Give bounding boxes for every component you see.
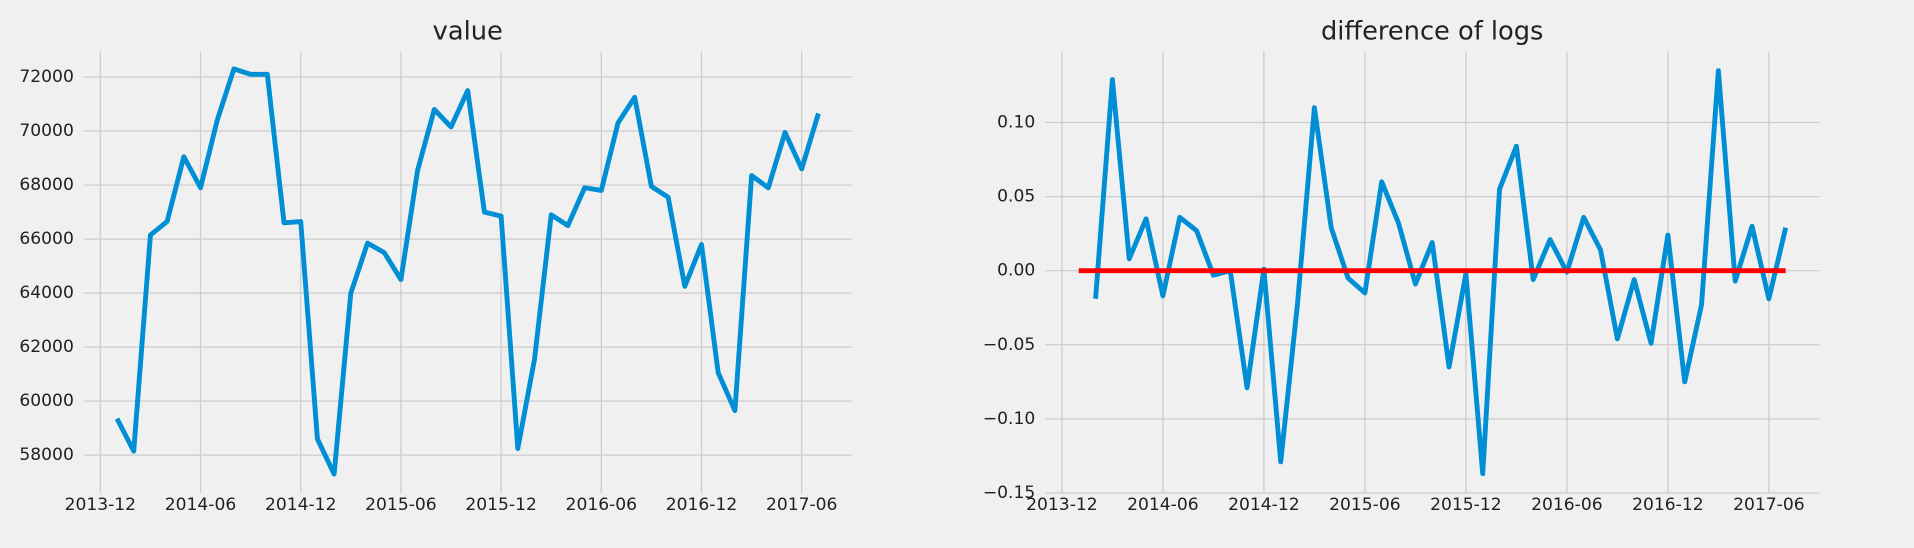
x-tick-label: 2013-12 xyxy=(65,495,137,515)
x-tick-label: 2015-12 xyxy=(465,495,537,515)
y-tick-label: 68000 xyxy=(19,175,73,195)
x-tick-label: 2014-06 xyxy=(1127,495,1199,515)
chart-title: difference of logs xyxy=(1321,16,1543,46)
y-tick-label: 70000 xyxy=(19,121,73,141)
y-tick-label: 0.00 xyxy=(997,261,1035,281)
y-tick-label: −0.05 xyxy=(983,335,1035,355)
x-tick-label: 2016-06 xyxy=(1531,495,1603,515)
x-tick-label: 2013-12 xyxy=(1026,495,1098,515)
x-tick-label: 2014-12 xyxy=(1228,495,1300,515)
data-line xyxy=(114,66,821,477)
x-tick-label: 2016-12 xyxy=(1632,495,1704,515)
y-tick-label: 0.10 xyxy=(997,113,1035,133)
y-tick-label: −0.15 xyxy=(983,483,1035,503)
y-tick-label: 62000 xyxy=(19,337,73,357)
y-tick-label: −0.10 xyxy=(983,409,1035,429)
x-tick-label: 2017-06 xyxy=(1733,495,1805,515)
x-tick-label: 2014-06 xyxy=(165,495,237,515)
y-tick-label: 66000 xyxy=(19,229,73,249)
data-line xyxy=(1093,68,1789,477)
x-tick-label: 2014-12 xyxy=(265,495,337,515)
x-tick-label: 2015-06 xyxy=(1329,495,1400,515)
y-tick-label: 60000 xyxy=(19,391,73,411)
y-tick-label: 64000 xyxy=(19,283,73,303)
x-tick-label: 2017-06 xyxy=(766,495,838,515)
y-tick-label: 58000 xyxy=(19,445,73,465)
x-tick-label: 2016-06 xyxy=(566,495,638,515)
chart-title: value xyxy=(433,16,503,46)
x-tick-label: 2015-12 xyxy=(1430,495,1502,515)
x-tick-label: 2016-12 xyxy=(666,495,738,515)
y-tick-label: 0.05 xyxy=(997,187,1035,207)
x-tick-label: 2015-06 xyxy=(365,495,436,515)
y-tick-label: 72000 xyxy=(19,67,73,87)
